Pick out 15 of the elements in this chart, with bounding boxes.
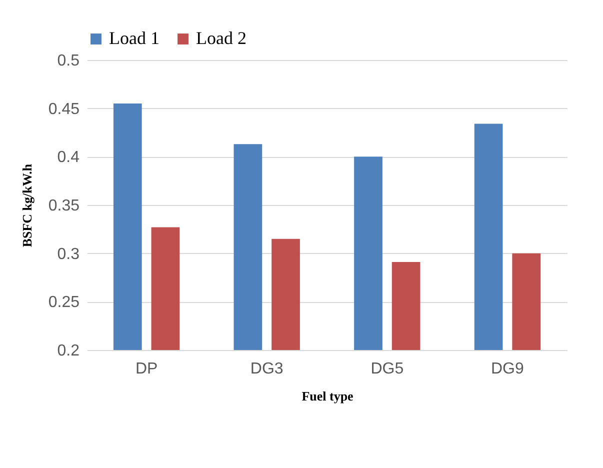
y-axis-title: BSFC kg/kW.h (19, 163, 34, 248)
x-axis-title: Fuel type (302, 388, 354, 404)
y-tick-label: 0.3 (57, 246, 80, 263)
x-tick-label: DG3 (250, 360, 284, 378)
y-tick-label: 0.5 (57, 52, 80, 70)
legend-label: Load 1 (109, 28, 160, 48)
y-tick-label: 0.4 (57, 149, 80, 166)
y-tick-label: 0.25 (48, 294, 80, 312)
x-tick-label: DG5 (370, 360, 404, 378)
y-tick-label: 0.35 (48, 198, 80, 214)
x-tick-label: DG9 (491, 360, 524, 378)
y-tick-label: 0.45 (48, 100, 80, 118)
x-tick-label: DP (135, 360, 158, 378)
y-tick-label: 0.2 (57, 342, 80, 360)
legend-label: Load 2 (196, 28, 246, 48)
